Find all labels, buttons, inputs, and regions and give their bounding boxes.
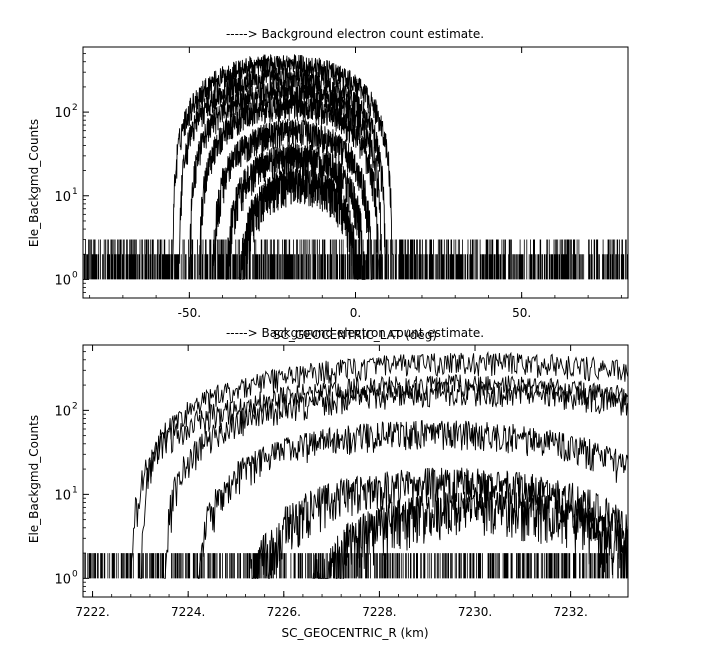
noise-floor [83,239,628,280]
plot-area [83,53,628,280]
y-tick-label: 10 [54,572,71,587]
x-tick-label: 0. [350,306,361,320]
chart-title: -----> Background electron count estimat… [226,27,484,41]
x-tick-label: 7228. [362,605,396,619]
y-tick-label: 10 [54,404,71,419]
y-tick-label: 10 [54,273,71,288]
series-curve-4 [212,118,373,280]
series-curve-4 [249,467,629,579]
x-tick-label: 50. [512,306,531,320]
series-curve-3 [197,420,629,579]
series-curve-6 [238,166,360,280]
series-curve-2 [188,80,383,280]
x-axis-label: SC_GEOCENTRIC_R (km) [282,626,429,640]
y-tick-label: 10 [54,190,71,205]
x-tick-label: 7222. [75,605,109,619]
panel-latitude: -----> Background electron count estimat… [27,27,629,342]
y-axis-label: Ele_Backgmd_Counts [27,119,41,247]
x-tick-label: 7232. [553,605,587,619]
y-tick-label: 10 [54,106,71,121]
x-axis-label: SC_GEOCENTRIC_LAT (deg) [273,328,437,342]
y-tick-exponent: 1 [72,485,78,495]
chart-title: -----> Background electron count estimat… [226,326,484,340]
x-tick-label: 7226. [267,605,301,619]
plot-frame [82,344,629,598]
y-tick-exponent: 1 [72,187,78,197]
y-axis-label: Ele_Backgmd_Counts [27,415,41,543]
noise-floor [83,553,628,579]
series-curve-1 [178,67,386,274]
y-tick-exponent: 2 [72,103,78,113]
y-tick-label: 10 [54,488,71,503]
plot-area [83,350,629,579]
x-tick-label: 7224. [171,605,205,619]
x-ticks: -50. 0. 50. [89,47,622,320]
x-tick-label: 7230. [458,605,492,619]
series-curve-5 [312,491,629,579]
series-curve-3 [198,94,380,280]
x-tick-label: -50. [178,306,201,320]
series-curve-5 [225,143,366,280]
series-curve-2 [164,380,628,579]
panel-radius: -----> Background electron count estimat… [27,326,629,640]
series-curve-1 [130,373,628,579]
x-ticks: 7222. 7224. 7226. 7228. 7230. 7232. [75,345,629,619]
y-tick-exponent: 2 [72,401,78,411]
y-tick-exponent: 0 [72,270,78,280]
series-curve-0 [140,350,629,579]
y-tick-exponent: 0 [72,569,78,579]
